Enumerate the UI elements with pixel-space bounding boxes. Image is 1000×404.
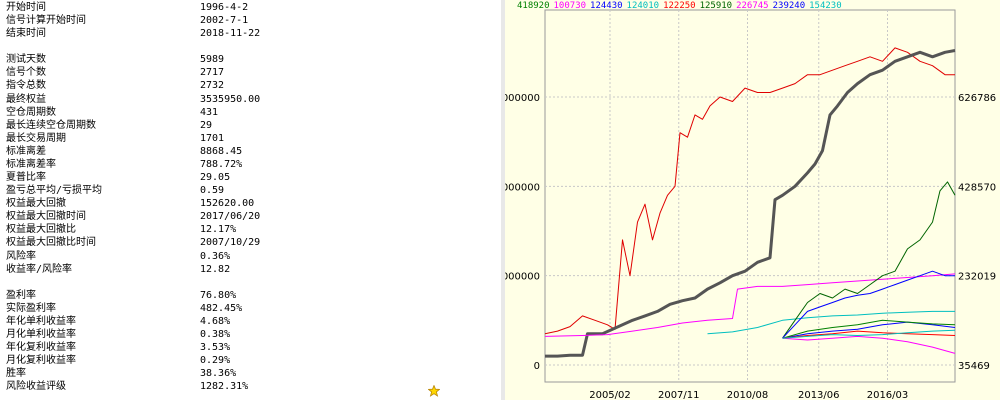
stat-value: 788.72% — [200, 158, 243, 170]
stat-value: 1996-4-2 — [200, 2, 249, 13]
equity-series-line — [782, 270, 955, 339]
stat-label: 测试天数 — [6, 54, 46, 66]
x-tick-label: 2013/06 — [798, 390, 840, 400]
x-tick-label: 2007/11 — [658, 390, 700, 400]
stat-value: 12.82 — [200, 263, 231, 275]
stat-value: 29 — [200, 119, 213, 131]
stat-value: 12.17% — [200, 224, 237, 236]
stat-label: 权益最大回撤 — [6, 198, 66, 210]
stat-value: 1701 — [200, 132, 225, 144]
stat-value: 2717 — [200, 67, 225, 79]
stat-value: 152620.00 — [200, 198, 255, 210]
equity-chart: 2005/02 2007/11 2010/08 2013/06 2016/03 0 1000… — [495, 9, 996, 401]
equity-series-line — [782, 319, 956, 339]
stat-value: 3.53% — [200, 342, 231, 354]
stat-label: 风险收益评级 — [6, 381, 66, 393]
stat-value: 0.59 — [200, 185, 225, 197]
stat-value: 4.68% — [200, 315, 231, 327]
y-tick-label-right: 35469 — [958, 361, 990, 372]
equity-chart-panel: 2005/02 2007/11 2010/08 2013/06 2016/03 0 1000… — [495, 0, 1000, 401]
x-tick-label: 2010/08 — [727, 390, 769, 400]
stat-label: 月化单利收益率 — [6, 329, 76, 340]
stat-label: 年化单利收益率 — [6, 315, 76, 327]
y-tick-label-right: 232019 — [958, 272, 996, 283]
equity-series-line — [782, 181, 956, 339]
stat-value: 431 — [200, 106, 219, 118]
stat-value: 482.45% — [200, 302, 243, 314]
stat-label: 胜率 — [6, 368, 26, 380]
stat-label: 标准离差率 — [6, 158, 56, 170]
stat-label: 最长交易周期 — [6, 132, 66, 144]
legend-entry: 100730 — [553, 1, 587, 11]
stat-label: 空仓周期数 — [6, 106, 56, 118]
stat-value: 1282.31% — [200, 381, 249, 393]
stat-label: 实际盈利率 — [6, 302, 56, 314]
stat-label: 盈利率 — [6, 289, 36, 301]
panel-divider — [501, 0, 505, 400]
equity-series-line — [782, 329, 956, 339]
statistics-panel: 开始时间 1996-4-2 信号计算开始时间 2002-7-1 结束时间 2018-11-… — [0, 0, 500, 400]
y-tick-label-right: 428570 — [958, 182, 996, 193]
stat-label: 风险率 — [6, 250, 36, 262]
stat-label: 权益最大回撤比 — [6, 224, 76, 236]
x-tick-label: 2016/03 — [867, 390, 909, 400]
stat-value: 29.05 — [200, 172, 231, 184]
stat-label: 权益最大回撤时间 — [6, 211, 86, 223]
stat-label: 标准离差 — [6, 145, 46, 157]
stat-label: 夏普比率 — [6, 172, 46, 184]
stat-label: 最终权益 — [6, 93, 46, 105]
equity-series-line — [545, 49, 956, 358]
chart-legend: 418920 100730 124430 124010 122250 125910 2267… — [517, 0, 846, 12]
y-tick-label-right: 626786 — [958, 93, 996, 104]
stat-label: 最长连续空仓周期数 — [6, 119, 96, 131]
stat-label: 指令总数 — [6, 80, 46, 92]
plot-area — [544, 9, 956, 383]
equity-series-line — [707, 310, 955, 335]
stat-value: 2732 — [200, 80, 225, 92]
legend-entry: 418920 — [517, 1, 550, 11]
stat-label: 结束时间 — [6, 28, 46, 40]
equity-series-line — [544, 47, 955, 335]
stat-value: 2018-11-22 — [200, 28, 261, 40]
equity-series-line — [544, 273, 956, 337]
stat-label: 信号计算开始时间 — [6, 15, 86, 27]
legend-entry: 124010 — [626, 1, 660, 11]
legend-entry: 226745 — [736, 1, 769, 11]
star-icon[interactable] — [427, 382, 441, 397]
stat-value: 38.36% — [200, 368, 237, 380]
legend-entry: 239240 — [772, 1, 806, 11]
stat-label: 信号个数 — [6, 67, 46, 79]
y-tick-label-left: 0 — [534, 361, 540, 372]
stat-label: 盈亏总平均/亏损平均 — [6, 185, 103, 197]
y-tick-label-left: 1000000 — [505, 272, 540, 283]
stat-value: 0.36% — [200, 250, 231, 262]
legend-entry: 125910 — [699, 1, 733, 11]
stat-value: 0.38% — [200, 329, 231, 340]
y-tick-label-left: 2000000 — [505, 182, 540, 193]
stat-label: 月化复利收益率 — [6, 355, 76, 367]
stat-label: 权益最大回撤比时间 — [6, 237, 96, 249]
stat-label: 收益率/风险率 — [6, 263, 73, 275]
equity-series-line — [782, 330, 956, 339]
legend-entry: 154230 — [809, 1, 842, 11]
stat-label: 年化复利收益率 — [6, 342, 76, 354]
stat-value: 2017/06/20 — [200, 211, 261, 223]
equity-series-line — [782, 321, 956, 339]
stat-value: 8868.45 — [200, 145, 243, 157]
stat-value: 0.29% — [200, 355, 231, 367]
stat-label: 开始时间 — [6, 2, 46, 13]
stat-value: 3535950.00 — [200, 93, 261, 105]
stat-value: 2002-7-1 — [200, 15, 249, 27]
legend-entry: 124430 — [590, 1, 623, 11]
legend-entry: 122250 — [663, 1, 696, 11]
equity-series-line — [782, 335, 956, 354]
stat-value: 5989 — [200, 54, 225, 66]
stat-value: 76.80% — [200, 289, 237, 301]
stat-value: 2007/10/29 — [200, 237, 261, 249]
x-tick-label: 2005/02 — [589, 390, 631, 400]
star-icon-graphic — [427, 384, 441, 397]
